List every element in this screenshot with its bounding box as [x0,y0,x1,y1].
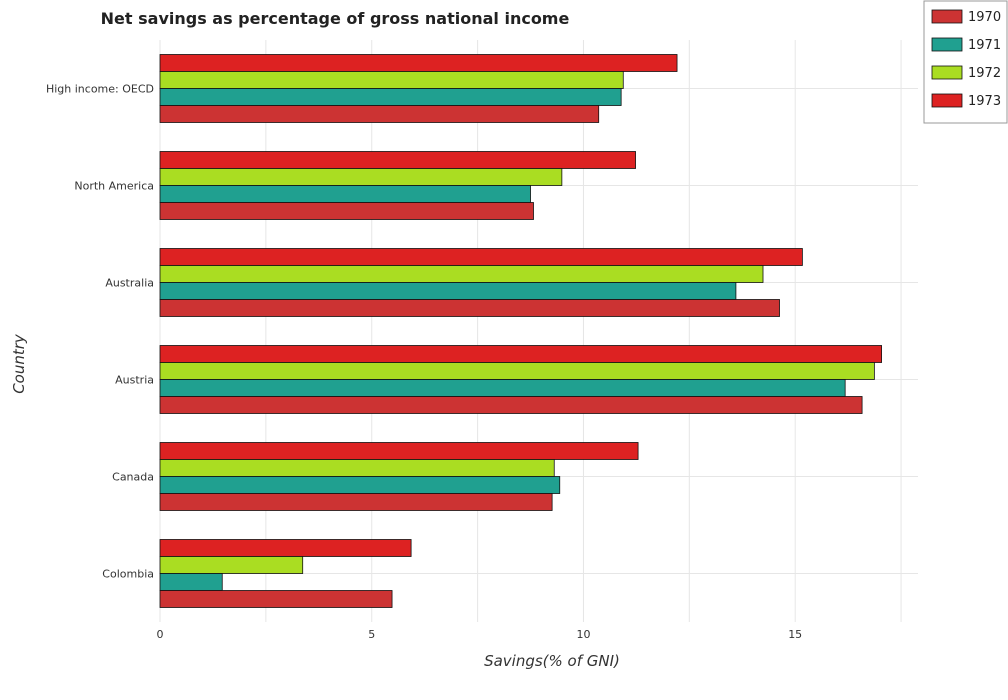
bar-1970-north-america [159,202,534,220]
bar-1973-high-income-oecd [159,54,678,72]
bar-1971-australia [159,282,737,300]
bar-1971-austria [159,379,846,397]
legend-swatch [931,9,963,24]
legend-entry: 1972 [968,66,1001,81]
legend-entry: 1971 [968,38,1001,53]
bar-1971-high-income-oecd [159,88,622,106]
x-tick-labels: 0 5 10 15 [157,628,803,641]
y-axis-label: Country [10,333,28,394]
x-tick-label: 15 [788,628,802,641]
bar-1970-colombia [159,590,393,608]
bar-1972-canada [159,459,555,477]
y-tick-label: High income: OECD [46,83,154,96]
legend-swatch [931,65,963,80]
bar-1973-austria [159,345,882,363]
x-axis-label: Savings(% of GNI) [484,652,620,670]
legend-entry: 1973 [968,94,1001,109]
bar-1972-high-income-oecd [159,71,624,89]
legend-entry: 1970 [968,10,1001,25]
bar-1973-colombia [159,539,412,557]
legend-swatch [931,93,963,108]
bar-1973-north-america [159,151,636,169]
bar-1970-canada [159,493,553,511]
y-tick-label: Austria [115,374,154,387]
x-tick-label: 5 [368,628,375,641]
x-tick-label: 10 [576,628,590,641]
legend-swatch [931,37,963,52]
legend: 1970 1971 1972 1973 [923,0,1008,124]
chart-title: Net savings as percentage of gross natio… [101,9,570,28]
bar-1971-north-america [159,185,531,203]
bar-1973-canada [159,442,639,460]
bar-1971-canada [159,476,561,494]
y-tick-label: Canada [112,471,154,484]
y-tick-labels: High income: OECD North America Australia A… [46,83,154,581]
bar-1972-north-america [159,168,563,186]
bar-1970-austria [159,396,863,414]
bar-1973-australia [159,248,803,266]
y-tick-label: Australia [105,277,154,290]
bar-1972-australia [159,265,764,283]
bar-1971-colombia [159,573,223,591]
gridlines [159,40,918,622]
bar-1970-australia [159,299,780,317]
bar-1972-colombia [159,556,304,574]
x-tick-label: 0 [157,628,164,641]
bar-1970-high-income-oecd [159,105,600,123]
y-tick-label: Colombia [102,568,154,581]
bars [159,54,882,608]
bar-1972-austria [159,362,875,380]
y-tick-label: North America [74,180,154,193]
